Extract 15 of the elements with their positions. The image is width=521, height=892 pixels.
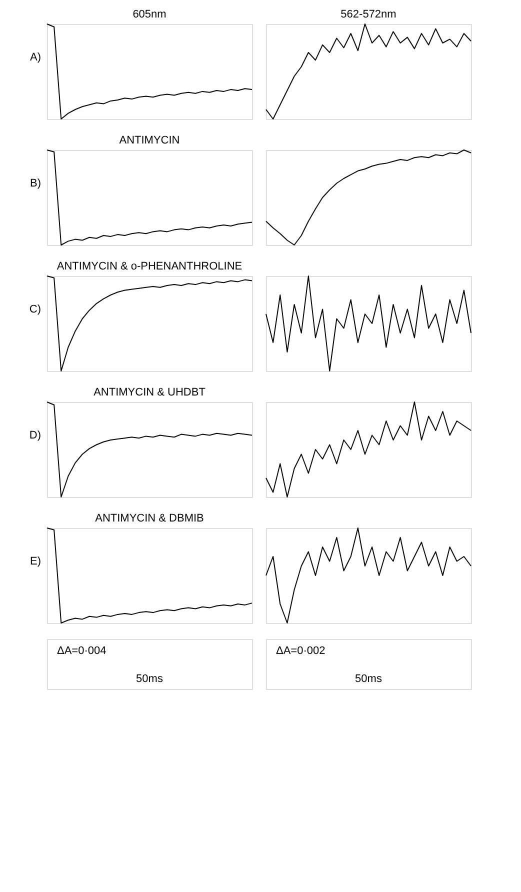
text: ΔA=0·004	[57, 645, 106, 657]
text: C)	[29, 303, 41, 316]
text: 50ms	[136, 673, 164, 685]
chart-title: ANTIMYCIN & UHDBT	[94, 386, 206, 398]
chart-title: ANTIMYCIN & o-PHENANTHROLINE	[56, 260, 242, 272]
chart-title: ANTIMYCIN & DBMIB	[95, 512, 204, 524]
chart-title: 562-572nm	[340, 8, 396, 20]
text: D)	[29, 429, 41, 442]
text: E)	[30, 555, 41, 568]
text: 50ms	[355, 673, 382, 685]
chart-title: ANTIMYCIN	[119, 134, 180, 146]
chart-title: 605nm	[132, 8, 166, 20]
text: ΔA=0·002	[276, 645, 326, 657]
text: B)	[30, 177, 41, 190]
text: A)	[30, 51, 41, 64]
